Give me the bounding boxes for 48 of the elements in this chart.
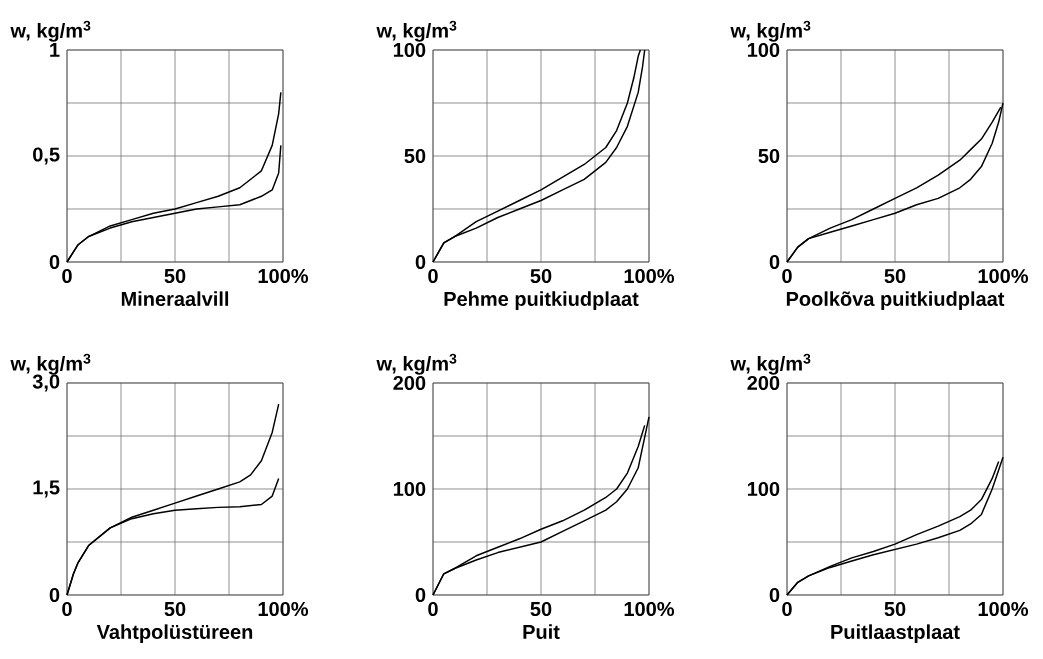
y-tick-label: 100 bbox=[747, 42, 780, 58]
x-tick-label: 0 bbox=[428, 268, 438, 284]
x-axis-title: Pehme puitkiudplaat bbox=[444, 291, 639, 310]
x-tick-label: 0 bbox=[428, 601, 438, 617]
y-axis-title: w, kg/m$^{3}$ bbox=[730, 353, 811, 375]
y-tick-label: 0 bbox=[49, 254, 60, 270]
x-tick-label: 0 bbox=[62, 601, 72, 617]
x-tick-label: 50 bbox=[530, 601, 552, 617]
y-tick-label: 1,5 bbox=[33, 480, 60, 498]
y-tick-label: 0 bbox=[415, 587, 426, 603]
y-tick-label: 0,5 bbox=[33, 147, 60, 165]
y-tick-label: 200 bbox=[747, 375, 780, 391]
x-axis-title: Mineraalvill bbox=[121, 291, 229, 307]
y-tick-label: 0 bbox=[769, 254, 780, 270]
y-tick-label: 200 bbox=[393, 375, 426, 391]
y-tick-label: 1 bbox=[50, 43, 60, 57]
y-axis-title: w, kg/m$^{3}$ bbox=[376, 353, 457, 375]
x-axis-title: Vahtpolüstüreen bbox=[96, 624, 253, 643]
x-tick-label: 50 bbox=[530, 268, 552, 284]
y-tick-label: 100 bbox=[393, 42, 426, 58]
y-tick-label: 100 bbox=[393, 481, 426, 497]
x-tick-label: 100% bbox=[624, 601, 675, 617]
x-axis-title: Puit bbox=[523, 624, 560, 640]
x-tick-label: 100% bbox=[624, 268, 675, 284]
x-axis-title: Puitlaastplaat bbox=[831, 624, 960, 643]
y-tick-label: 50 bbox=[758, 148, 780, 164]
x-tick-label: 100% bbox=[978, 601, 1029, 617]
y-axis-title: w, kg/m$^{3}$ bbox=[10, 20, 91, 42]
x-axis-title: Poolkõva puitkiudplaat bbox=[786, 291, 1005, 310]
x-tick-label: 50 bbox=[164, 601, 186, 617]
x-tick-label: 0 bbox=[62, 268, 72, 284]
y-tick-label: 0 bbox=[769, 587, 780, 603]
y-tick-label: 0 bbox=[415, 254, 426, 270]
y-tick-label: 3,0 bbox=[32, 374, 60, 392]
y-axis-title: w, kg/m$^{3}$ bbox=[730, 20, 811, 42]
x-tick-label: 50 bbox=[884, 601, 906, 617]
x-tick-label: 50 bbox=[884, 268, 906, 284]
y-axis-title: w, kg/m$^{3}$ bbox=[10, 353, 91, 375]
x-tick-label: 100% bbox=[978, 268, 1029, 284]
x-tick-label: 100% bbox=[258, 268, 309, 284]
x-tick-label: 50 bbox=[164, 268, 186, 284]
x-tick-label: 100% bbox=[258, 601, 309, 617]
y-tick-label: 100 bbox=[747, 481, 780, 497]
x-tick-label: 0 bbox=[782, 268, 792, 284]
y-tick-label: 0 bbox=[49, 587, 60, 603]
y-tick-label: 50 bbox=[404, 148, 426, 164]
y-axis-title: w, kg/m$^{3}$ bbox=[376, 20, 457, 42]
x-tick-label: 0 bbox=[782, 601, 792, 617]
